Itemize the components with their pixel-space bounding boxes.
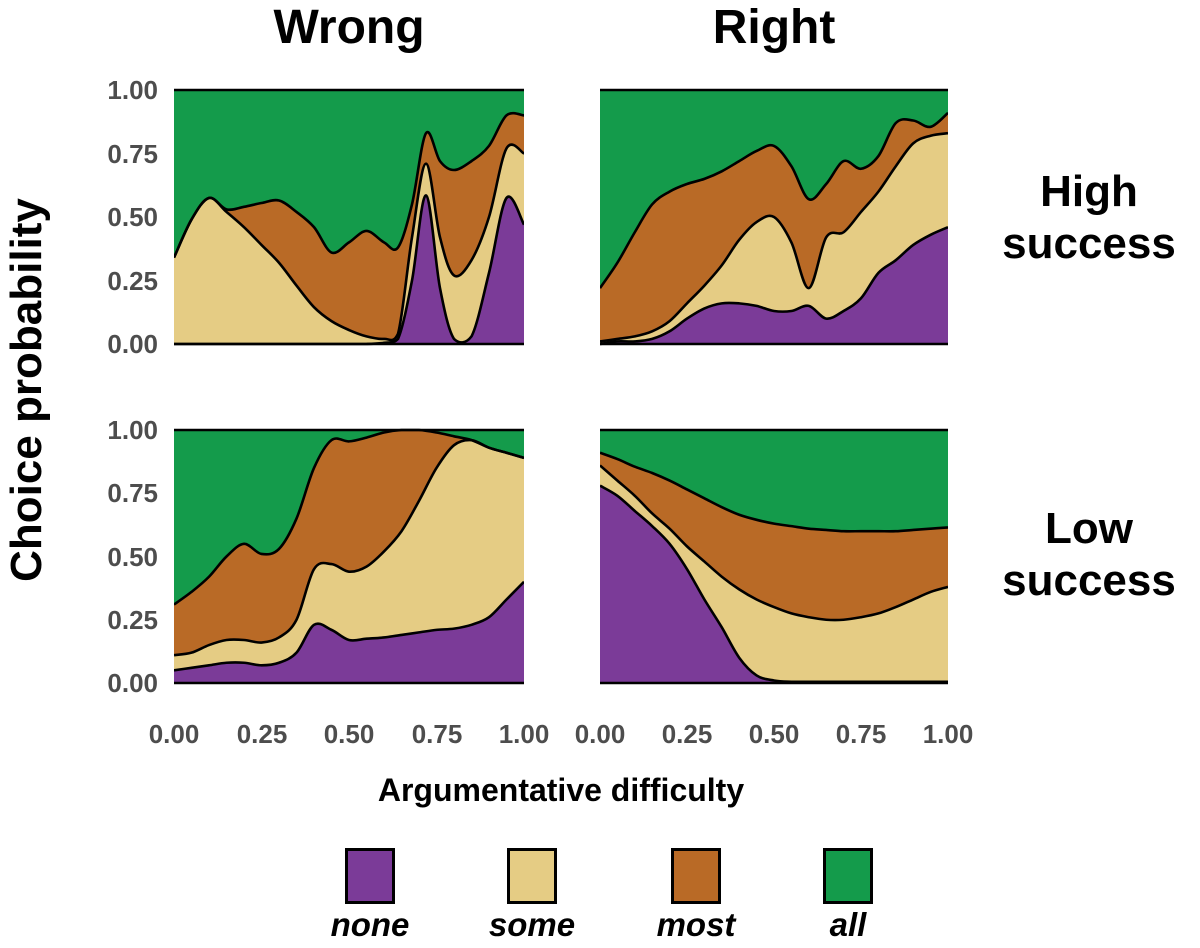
x-axis-title: Argumentative difficulty (377, 772, 745, 808)
row-label-line: Low (1045, 504, 1133, 553)
panel-wrong-high-success (174, 88, 524, 346)
x-tick-label: 1.00 (922, 719, 974, 749)
y-tick-label: 0.50 (107, 542, 158, 572)
row-label-low-success: Low success (978, 503, 1200, 607)
y-tick-label: 0.75 (107, 478, 158, 508)
legend-swatch-some (507, 848, 557, 904)
row-label-line: success (1002, 219, 1176, 268)
panel-right-high-success (600, 88, 948, 346)
y-tick-label: 1.00 (107, 75, 158, 105)
row-label-line: High (1040, 167, 1138, 216)
x-tick-label: 0.75 (835, 719, 887, 749)
panel-right-low-success (600, 428, 948, 685)
row-label-line: success (1002, 556, 1176, 605)
legend-label-some: some (488, 906, 576, 943)
legend-label-all: all (829, 906, 867, 943)
x-tick-label: 0.50 (748, 719, 800, 749)
x-tick-label: 1.00 (498, 719, 550, 749)
column-title-right: Right (712, 1, 836, 54)
x-tick-label: 0.00 (574, 719, 626, 749)
legend-swatch-all (823, 848, 873, 904)
y-tick-label: 0.75 (107, 139, 158, 169)
column-title-wrong: Wrong (273, 1, 425, 54)
y-tick-label: 0.00 (107, 668, 158, 698)
x-tick-label: 0.75 (411, 719, 463, 749)
y-tick-label: 0.25 (107, 605, 158, 635)
y-tick-label: 1.00 (107, 415, 158, 445)
y-tick-label: 0.00 (107, 329, 158, 359)
panel-wrong-low-success (174, 428, 524, 685)
row-label-high-success: High success (978, 166, 1200, 270)
x-tick-label: 0.50 (323, 719, 375, 749)
legend-label-most: most (656, 906, 736, 943)
y-axis-title: Choice probability (2, 198, 51, 582)
legend-swatch-most (671, 848, 721, 904)
legend-label-none: none (330, 906, 410, 943)
y-tick-label: 0.25 (107, 266, 158, 296)
y-tick-label: 0.50 (107, 202, 158, 232)
x-tick-label: 0.25 (661, 719, 713, 749)
x-tick-label: 0.25 (236, 719, 288, 749)
x-tick-label: 0.00 (148, 719, 200, 749)
legend-swatch-none (345, 848, 395, 904)
